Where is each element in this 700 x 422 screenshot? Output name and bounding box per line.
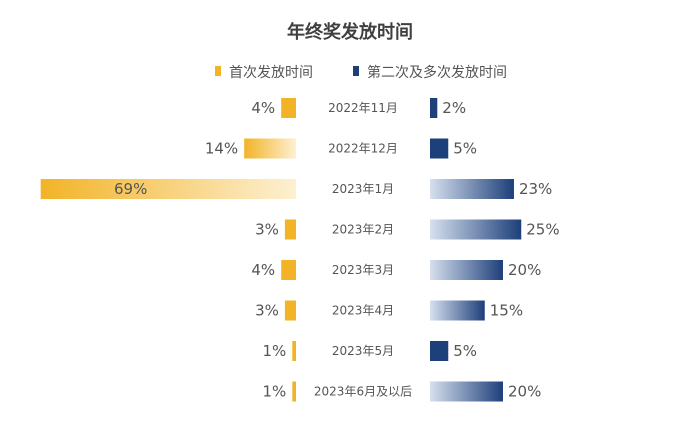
bar-first-issue [244,138,296,159]
bar-second-issue [430,179,514,199]
bar-value-label-second: 15% [490,302,523,320]
bars-group: 2022年11月 4% 2% 2022年12月 14% 5% 2023年1月 69% 23% 20… [40,98,560,402]
legend-swatch-first [215,66,221,76]
category-label: 2023年5月 [332,344,394,358]
bar-second-issue [430,381,503,402]
bar-value-label-second: 2% [442,99,466,117]
bar-value-label-first: 3% [255,302,279,320]
bar-first-issue [292,381,296,402]
category-label: 2023年1月 [332,182,394,196]
bar-value-label-second: 20% [508,261,541,279]
bar-value-label-second: 5% [453,140,477,158]
bar-value-label-second: 25% [526,221,559,239]
category-label: 2023年4月 [332,304,394,318]
bar-first-issue [281,98,296,118]
category-label: 2023年6月及以后 [314,385,412,399]
bar-value-label-first: 1% [263,383,287,401]
category-label: 2022年11月 [328,101,398,115]
bar-first-issue [292,341,296,361]
legend: 首次发放时间 第二次及多次发放时间 [215,64,507,81]
bar-second-issue [430,98,438,118]
category-label: 2023年2月 [332,223,394,237]
bar-value-label-first: 1% [263,342,287,360]
bar-second-issue [430,138,449,159]
legend-swatch-second [353,66,359,76]
chart-title: 年终奖发放时间 [287,21,413,43]
bar-value-label-first: 69% [114,180,147,198]
bar-value-label-first: 4% [251,261,275,279]
category-label: 2022年12月 [328,142,398,156]
legend-label-second: 第二次及多次发放时间 [367,64,507,81]
legend-label-first: 首次发放时间 [229,65,313,81]
category-label: 2023年3月 [332,263,394,277]
bar-second-issue [430,341,449,361]
bar-second-issue [430,260,503,280]
bar-second-issue [430,219,522,240]
bar-first-issue [40,179,297,199]
bar-value-label-second: 5% [453,342,477,360]
bar-value-label-second: 23% [519,180,552,198]
bar-value-label-first: 14% [205,140,238,158]
bar-first-issue [284,300,296,321]
bar-value-label-first: 4% [251,99,275,117]
bar-second-issue [430,300,485,321]
bar-first-issue [281,260,296,280]
bar-first-issue [284,219,296,240]
bar-value-label-first: 3% [255,221,279,239]
bar-value-label-second: 20% [508,383,541,401]
